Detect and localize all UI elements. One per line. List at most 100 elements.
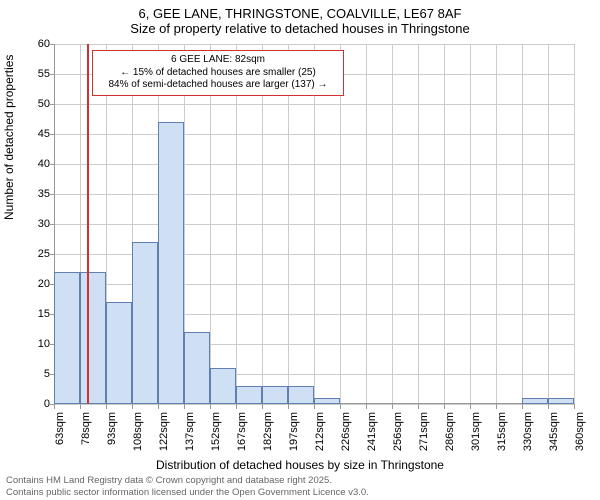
- x-tick-label: 63sqm: [54, 412, 66, 452]
- x-tick-mark: [132, 404, 133, 409]
- chart-container: 6, GEE LANE, THRINGSTONE, COALVILLE, LE6…: [0, 0, 600, 500]
- grid-line-v: [548, 44, 549, 404]
- annotation-box: 6 GEE LANE: 82sqm← 15% of detached house…: [92, 50, 344, 96]
- plot-area: [54, 44, 574, 404]
- x-tick-label: 256sqm: [392, 412, 404, 452]
- histogram-bar: [54, 272, 80, 404]
- grid-line-v: [418, 44, 419, 404]
- x-tick-mark: [314, 404, 315, 409]
- histogram-bar: [158, 122, 184, 404]
- x-tick-mark: [158, 404, 159, 409]
- x-tick-mark: [210, 404, 211, 409]
- x-tick-label: 182sqm: [262, 412, 274, 452]
- grid-line-v: [210, 44, 211, 404]
- footer-line2: Contains public sector information licen…: [6, 487, 369, 498]
- grid-line-v: [574, 44, 575, 404]
- x-tick-label: 286sqm: [444, 412, 456, 452]
- annotation-line3: 84% of semi-detached houses are larger (…: [99, 79, 337, 92]
- histogram-bar: [80, 272, 106, 404]
- y-tick-label: 30: [20, 218, 50, 230]
- x-tick-label: 212sqm: [314, 412, 326, 452]
- x-tick-label: 93sqm: [106, 412, 118, 452]
- histogram-bar: [548, 398, 574, 404]
- y-tick-mark: [49, 224, 54, 225]
- y-tick-mark: [49, 134, 54, 135]
- annotation-line2: ← 15% of detached houses are smaller (25…: [99, 67, 337, 80]
- chart-title-line1: 6, GEE LANE, THRINGSTONE, COALVILLE, LE6…: [0, 6, 600, 21]
- footer-line1: Contains HM Land Registry data © Crown c…: [6, 475, 369, 486]
- y-tick-mark: [49, 194, 54, 195]
- chart-title-line2: Size of property relative to detached ho…: [0, 21, 600, 36]
- x-tick-label: 78sqm: [80, 412, 92, 452]
- y-tick-label: 25: [20, 248, 50, 260]
- x-tick-mark: [262, 404, 263, 409]
- y-tick-label: 55: [20, 68, 50, 80]
- grid-line-v: [444, 44, 445, 404]
- x-tick-mark: [574, 404, 575, 409]
- x-tick-mark: [366, 404, 367, 409]
- y-tick-label: 50: [20, 98, 50, 110]
- grid-line-v: [366, 44, 367, 404]
- x-tick-mark: [80, 404, 81, 409]
- x-tick-label: 197sqm: [288, 412, 300, 452]
- grid-line-v: [340, 44, 341, 404]
- chart-title-block: 6, GEE LANE, THRINGSTONE, COALVILLE, LE6…: [0, 0, 600, 36]
- y-tick-label: 15: [20, 308, 50, 320]
- x-tick-mark: [418, 404, 419, 409]
- grid-line-v: [288, 44, 289, 404]
- y-tick-label: 45: [20, 128, 50, 140]
- histogram-bar: [314, 398, 340, 404]
- x-tick-mark: [54, 404, 55, 409]
- y-tick-label: 40: [20, 158, 50, 170]
- x-tick-label: 152sqm: [210, 412, 222, 452]
- x-tick-label: 241sqm: [366, 412, 378, 452]
- x-tick-mark: [444, 404, 445, 409]
- histogram-bar: [210, 368, 236, 404]
- y-tick-mark: [49, 374, 54, 375]
- y-tick-label: 35: [20, 188, 50, 200]
- y-tick-mark: [49, 104, 54, 105]
- x-tick-label: 360sqm: [574, 412, 586, 452]
- x-tick-mark: [340, 404, 341, 409]
- y-tick-mark: [49, 74, 54, 75]
- grid-line-v: [314, 44, 315, 404]
- histogram-bar: [236, 386, 262, 404]
- histogram-bar: [262, 386, 288, 404]
- y-tick-label: 60: [20, 38, 50, 50]
- y-tick-mark: [49, 164, 54, 165]
- x-tick-label: 330sqm: [522, 412, 534, 452]
- x-tick-mark: [392, 404, 393, 409]
- histogram-bar: [132, 242, 158, 404]
- y-tick-label: 0: [20, 398, 50, 410]
- histogram-bar: [288, 386, 314, 404]
- histogram-bar: [106, 302, 132, 404]
- histogram-bar: [522, 398, 548, 404]
- y-axis-title: Number of detached properties: [2, 55, 16, 220]
- y-tick-label: 20: [20, 278, 50, 290]
- x-tick-label: 167sqm: [236, 412, 248, 452]
- histogram-bar: [184, 332, 210, 404]
- annotation-line1: 6 GEE LANE: 82sqm: [99, 54, 337, 67]
- x-tick-label: 226sqm: [340, 412, 352, 452]
- y-tick-label: 5: [20, 368, 50, 380]
- y-tick-mark: [49, 314, 54, 315]
- grid-line-v: [262, 44, 263, 404]
- y-tick-mark: [49, 44, 54, 45]
- x-tick-mark: [184, 404, 185, 409]
- highlight-marker-line: [87, 44, 89, 404]
- y-tick-mark: [49, 254, 54, 255]
- x-tick-label: 301sqm: [470, 412, 482, 452]
- grid-line-v: [496, 44, 497, 404]
- x-tick-label: 271sqm: [418, 412, 430, 452]
- grid-line-v: [392, 44, 393, 404]
- y-tick-label: 10: [20, 338, 50, 350]
- x-tick-label: 315sqm: [496, 412, 508, 452]
- x-tick-label: 137sqm: [184, 412, 196, 452]
- x-tick-mark: [236, 404, 237, 409]
- grid-line-v: [236, 44, 237, 404]
- x-axis-title: Distribution of detached houses by size …: [0, 458, 600, 472]
- x-tick-label: 108sqm: [132, 412, 144, 452]
- x-tick-label: 122sqm: [158, 412, 170, 452]
- grid-line-v: [522, 44, 523, 404]
- x-tick-label: 345sqm: [548, 412, 560, 452]
